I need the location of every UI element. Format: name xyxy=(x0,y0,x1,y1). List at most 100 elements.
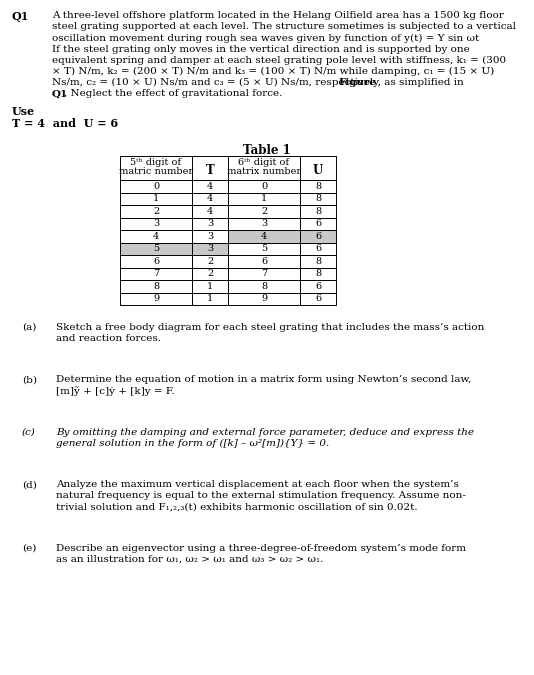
Text: Table 1: Table 1 xyxy=(243,144,291,157)
Text: 5: 5 xyxy=(153,244,159,253)
Bar xyxy=(192,280,228,292)
Text: as an illustration for ω₁, ω₂ > ω₁ and ω₃ > ω₂ > ω₁.: as an illustration for ω₁, ω₂ > ω₁ and ω… xyxy=(56,555,324,564)
Text: 1: 1 xyxy=(153,194,159,203)
Bar xyxy=(192,192,228,205)
Text: steel grating supported at each level. The structure sometimes is subjected to a: steel grating supported at each level. T… xyxy=(52,22,516,31)
Text: 3: 3 xyxy=(207,244,213,253)
Bar xyxy=(120,242,192,255)
Text: U: U xyxy=(313,164,323,177)
Text: 6: 6 xyxy=(315,281,321,291)
Text: (a): (a) xyxy=(22,323,36,332)
Text: (c): (c) xyxy=(22,428,36,437)
Text: 8: 8 xyxy=(315,182,321,191)
Bar xyxy=(120,205,192,217)
Text: T: T xyxy=(206,164,214,177)
Bar xyxy=(228,280,300,292)
Bar xyxy=(228,180,300,192)
Bar xyxy=(228,292,300,305)
Text: 1: 1 xyxy=(207,281,213,291)
Text: 6: 6 xyxy=(315,294,321,303)
Text: equivalent spring and damper at each steel grating pole level with stiffness, k₁: equivalent spring and damper at each ste… xyxy=(52,56,506,65)
Text: general solution in the form of ([k] – ω²[m]){Y} = 0.: general solution in the form of ([k] – ω… xyxy=(56,439,329,448)
Bar xyxy=(228,242,300,255)
Text: 7: 7 xyxy=(153,269,159,278)
Bar xyxy=(228,217,300,230)
Text: 3: 3 xyxy=(207,219,213,228)
Text: (b): (b) xyxy=(22,375,37,384)
Text: 3: 3 xyxy=(261,219,267,228)
Text: matric number: matric number xyxy=(119,167,193,176)
Bar xyxy=(228,230,300,242)
Text: 5: 5 xyxy=(261,244,267,253)
Text: 2: 2 xyxy=(207,269,213,278)
Text: natural frequency is equal to the external stimulation frequency. Assume non-: natural frequency is equal to the extern… xyxy=(56,491,466,500)
Bar xyxy=(192,267,228,280)
Bar xyxy=(192,255,228,267)
Bar xyxy=(192,292,228,305)
Text: Analyze the maximum vertical displacement at each floor when the system’s: Analyze the maximum vertical displacemen… xyxy=(56,480,459,489)
Text: oscillation movement during rough sea waves given by function of y(t) = Y sin ωt: oscillation movement during rough sea wa… xyxy=(52,33,479,43)
Bar xyxy=(120,156,336,180)
Bar xyxy=(120,180,192,192)
Text: 2: 2 xyxy=(207,256,213,266)
Bar xyxy=(120,280,192,292)
Bar xyxy=(120,217,192,230)
Text: (d): (d) xyxy=(22,480,37,489)
Text: Sketch a free body diagram for each steel grating that includes the mass’s actio: Sketch a free body diagram for each stee… xyxy=(56,323,484,332)
Text: Q1: Q1 xyxy=(52,89,68,99)
Text: 1: 1 xyxy=(261,194,267,203)
Bar xyxy=(120,267,192,280)
Text: 0: 0 xyxy=(153,182,159,191)
Text: 4: 4 xyxy=(261,232,267,241)
Bar xyxy=(192,205,228,217)
Bar xyxy=(300,267,336,280)
Text: 8: 8 xyxy=(315,256,321,266)
Text: 8: 8 xyxy=(315,207,321,216)
Text: 7: 7 xyxy=(261,269,267,278)
Text: matrix number: matrix number xyxy=(227,167,301,176)
Text: By omitting the damping and external force parameter, deduce and express the: By omitting the damping and external for… xyxy=(56,428,474,437)
Bar xyxy=(192,230,228,242)
Text: [m]ỹ + [c]ẏ + [k]y = F.: [m]ỹ + [c]ẏ + [k]y = F. xyxy=(56,387,175,396)
Bar xyxy=(120,192,192,205)
Text: 4: 4 xyxy=(153,232,159,241)
Text: Ns/m, c₂ = (10 × U) Ns/m and c₃ = (5 × U) Ns/m, respectively, as simplified in: Ns/m, c₂ = (10 × U) Ns/m and c₃ = (5 × U… xyxy=(52,78,467,87)
Text: 0: 0 xyxy=(261,182,267,191)
Text: Q1: Q1 xyxy=(12,11,29,22)
Bar xyxy=(300,230,336,242)
Text: Use: Use xyxy=(12,105,35,117)
Text: 9: 9 xyxy=(153,294,159,303)
Bar xyxy=(228,255,300,267)
Bar xyxy=(300,180,336,192)
Text: 6: 6 xyxy=(261,256,267,266)
Bar xyxy=(228,205,300,217)
Text: 4: 4 xyxy=(207,182,213,191)
Text: If the steel grating only moves in the vertical direction and is supported by on: If the steel grating only moves in the v… xyxy=(52,45,470,53)
Text: trivial solution and F₁,₂,₃(t) exhibits harmonic oscillation of sin 0.02t.: trivial solution and F₁,₂,₃(t) exhibits … xyxy=(56,503,418,512)
Bar xyxy=(300,255,336,267)
Text: 8: 8 xyxy=(153,281,159,291)
Text: 3: 3 xyxy=(207,232,213,241)
Text: T = 4  and  U = 6: T = 4 and U = 6 xyxy=(12,118,118,129)
Text: 6: 6 xyxy=(153,256,159,266)
Text: A three-level offshore platform located in the Helang Oilfield area has a 1500 k: A three-level offshore platform located … xyxy=(52,11,504,20)
Bar xyxy=(120,292,192,305)
Text: Describe an eigenvector using a three-degree-of-freedom system’s mode form: Describe an eigenvector using a three-de… xyxy=(56,544,466,553)
Text: 6: 6 xyxy=(315,232,321,241)
Text: 6ᵗʰ digit of: 6ᵗʰ digit of xyxy=(239,158,289,167)
Bar xyxy=(120,255,192,267)
Bar xyxy=(228,192,300,205)
Bar xyxy=(300,280,336,292)
Text: . Neglect the effect of gravitational force.: . Neglect the effect of gravitational fo… xyxy=(64,89,282,99)
Bar xyxy=(228,267,300,280)
Text: Figure: Figure xyxy=(338,78,376,87)
Text: (e): (e) xyxy=(22,544,36,553)
Bar xyxy=(300,205,336,217)
Bar xyxy=(192,242,228,255)
Text: 3: 3 xyxy=(153,219,159,228)
Bar xyxy=(120,230,192,242)
Text: 9: 9 xyxy=(261,294,267,303)
Text: 6: 6 xyxy=(315,219,321,228)
Text: Determine the equation of motion in a matrix form using Newton’s second law,: Determine the equation of motion in a ma… xyxy=(56,375,472,384)
Text: 2: 2 xyxy=(261,207,267,216)
